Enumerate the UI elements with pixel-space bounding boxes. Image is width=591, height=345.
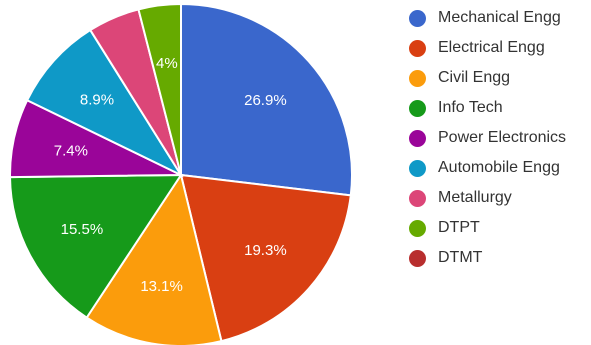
legend-swatch [409,249,426,267]
legend-item-power-electronics: Power Electronics [409,123,566,153]
legend-label: Mechanical Engg [438,9,561,26]
legend-label: Metallurgy [438,189,512,206]
legend-label: Info Tech [438,99,503,116]
legend-swatch [409,159,426,177]
legend-item-mechanical-engg: Mechanical Engg [409,3,566,33]
legend-swatch [409,219,426,237]
legend: Mechanical Engg Electrical Engg Civil Engg… [409,3,566,273]
legend-swatch [409,39,426,57]
legend-label: DTPT [438,219,480,236]
legend-item-dtmt: DTMT [409,243,566,273]
legend-swatch [409,129,426,147]
pie-slice-info-tech [8,173,183,320]
pie-slice-dtpt [137,2,182,176]
legend-label: Civil Engg [438,69,511,86]
pie-slices [8,2,353,345]
legend-swatch [409,69,426,87]
legend-item-automobile-engg: Automobile Engg [409,153,566,183]
slice-label-electrical-engg: 19.3% [244,242,287,259]
pie-slice-automobile-engg [25,28,184,178]
slice-label-civil-engg: 13.1% [140,278,183,295]
legend-swatch [409,99,426,117]
slice-label-dtpt: 4% [156,55,178,72]
legend-item-civil-engg: Civil Engg [409,63,566,93]
pie-slice-mechanical-engg [180,2,353,197]
pie-slice-civil-engg [85,172,223,345]
legend-label: Electrical Engg [438,39,545,56]
pie-slice-labels: 26.9% 19.3% 13.1% 15.5% 7.4% 8.9% 4% [54,55,287,295]
pie-slice-electrical-engg [179,173,352,343]
pie-chart: 26.9% 19.3% 13.1% 15.5% 7.4% 8.9% 4% [8,2,353,345]
legend-label: Power Electronics [438,129,567,146]
legend-item-info-tech: Info Tech [409,93,566,123]
slice-label-power-electronics: 7.4% [54,142,88,159]
legend-label: DTMT [438,249,483,266]
legend-swatch [409,9,426,27]
legend-label: Automobile Engg [438,159,560,176]
slice-label-info-tech: 15.5% [61,221,104,238]
slice-label-automobile-engg: 8.9% [80,92,114,109]
slice-label-mechanical-engg: 26.9% [244,92,287,109]
legend-item-dtpt: DTPT [409,213,566,243]
legend-item-metallurgy: Metallurgy [409,183,566,213]
legend-swatch [409,189,426,207]
legend-item-electrical-engg: Electrical Engg [409,33,566,63]
